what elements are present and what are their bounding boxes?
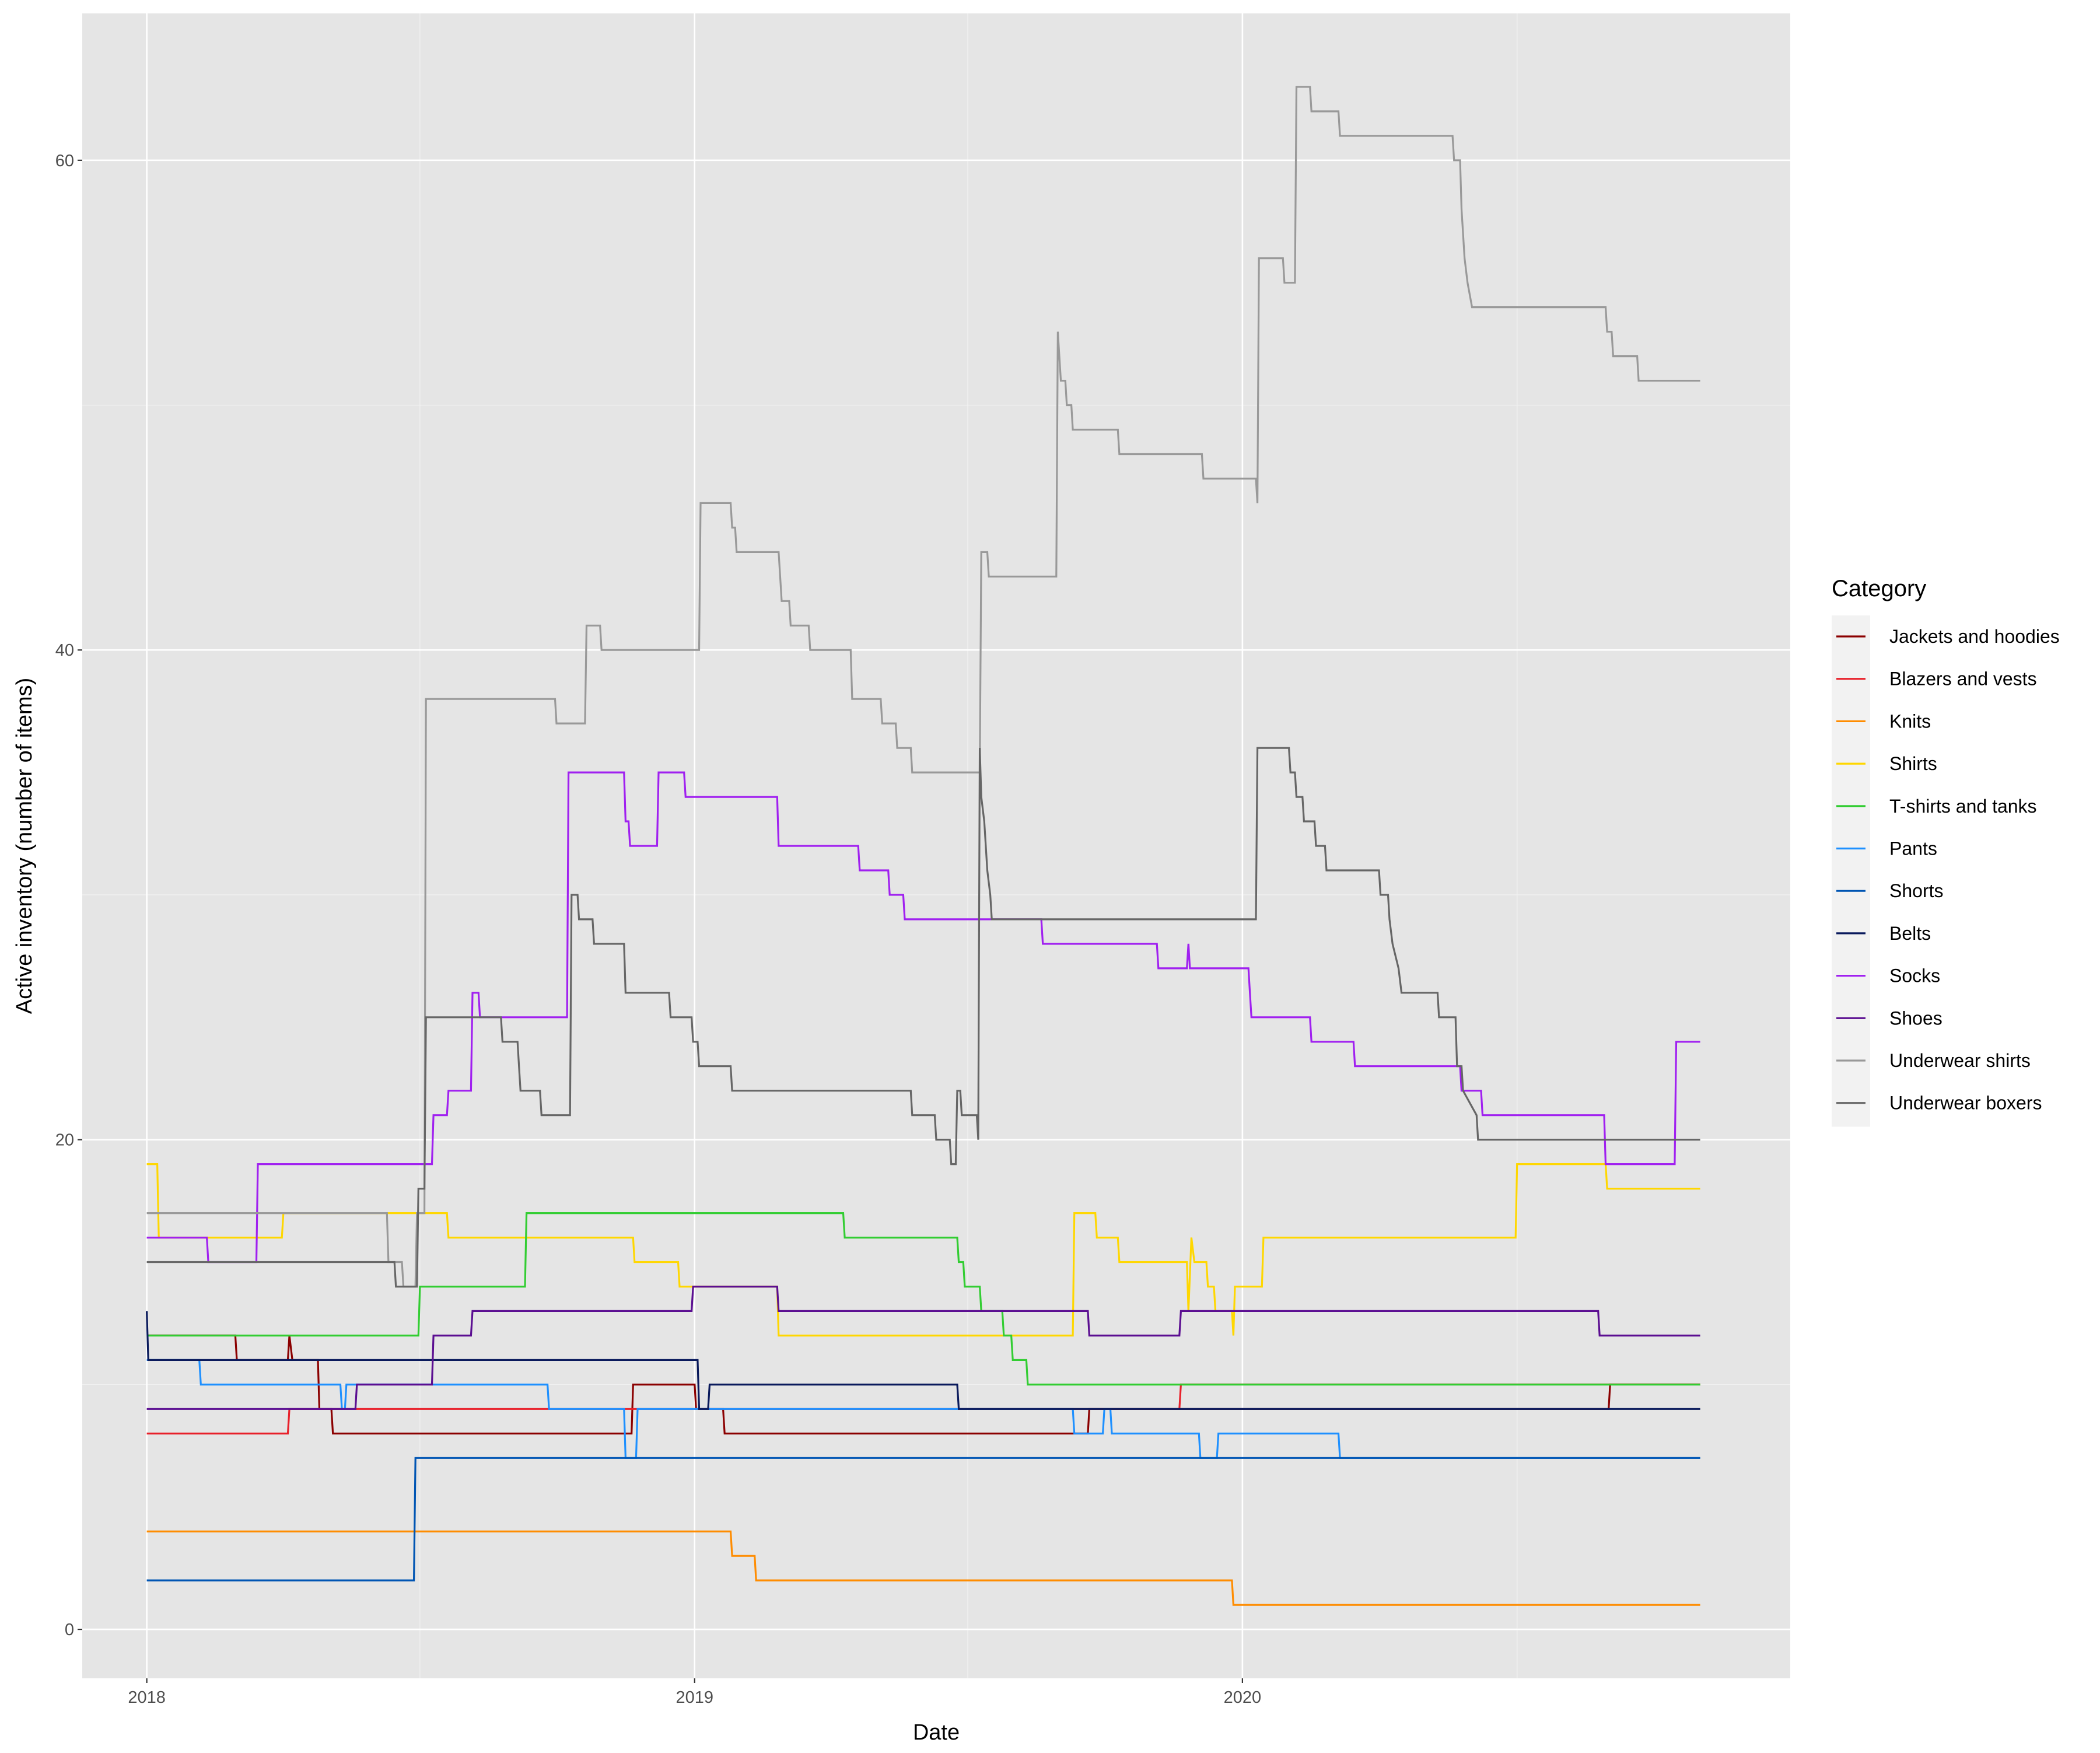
grid-major: [82, 13, 1790, 1678]
legend-label-shoes: Shoes: [1889, 1007, 1943, 1028]
series-line-belts: [146, 1311, 1700, 1410]
legend-label-knits: Knits: [1889, 711, 1931, 732]
y-tick-label: 20: [55, 1131, 74, 1150]
legend-label-socks: Socks: [1889, 965, 1940, 986]
legend-label-underwear-shirts: Underwear shirts: [1889, 1050, 2031, 1071]
series-line-underwear-boxers: [146, 747, 1700, 1288]
series-layer: [146, 86, 1700, 1606]
series-line-shoes: [146, 1285, 1700, 1410]
axis-ticks: [78, 159, 1243, 1683]
y-tick-labels: 0 20 40 60: [55, 152, 74, 1639]
series-line-t-shirts-and-tanks: [146, 1212, 1700, 1385]
x-tick-label: 2018: [128, 1688, 166, 1707]
legend-title: Category: [1832, 576, 1926, 601]
x-tick-labels: 2018 2019 2020: [128, 1688, 1261, 1707]
series-line-shorts: [146, 1457, 1700, 1581]
panel-background: [82, 13, 1790, 1678]
legend-label-shirts: Shirts: [1889, 753, 1937, 774]
series-line-socks: [146, 771, 1700, 1264]
x-tick-label: 2020: [1224, 1688, 1262, 1707]
legend-label-blazers-and-vests: Blazers and vests: [1889, 669, 2037, 690]
legend-key-background: [1832, 615, 1870, 1127]
series-line-shirts: [146, 1163, 1700, 1336]
y-tick-label: 60: [55, 152, 74, 170]
y-tick-label: 40: [55, 641, 74, 660]
legend-label-t-shirts-and-tanks: T-shirts and tanks: [1889, 796, 2037, 817]
series-line-underwear-shirts: [146, 86, 1700, 1288]
y-tick-label: 0: [65, 1621, 74, 1639]
legend-label-jackets-and-hoodies: Jackets and hoodies: [1889, 626, 2060, 647]
series-line-knits: [146, 1530, 1700, 1606]
x-tick-label: 2019: [676, 1688, 713, 1707]
legend-label-pants: Pants: [1889, 838, 1937, 859]
legend-label-belts: Belts: [1889, 923, 1931, 944]
legend-label-underwear-boxers: Underwear boxers: [1889, 1093, 2042, 1114]
legend-label-shorts: Shorts: [1889, 880, 1943, 901]
y-axis-title: Active inventory (number of items): [12, 678, 37, 1014]
legend: Category Jackets and hoodies Blazers and …: [1832, 576, 2060, 1127]
x-axis-title: Date: [913, 1720, 960, 1745]
series-line-jackets-and-hoodies: [146, 1334, 1700, 1434]
legend-items: Jackets and hoodies Blazers and vests Knit…: [1832, 615, 2060, 1127]
